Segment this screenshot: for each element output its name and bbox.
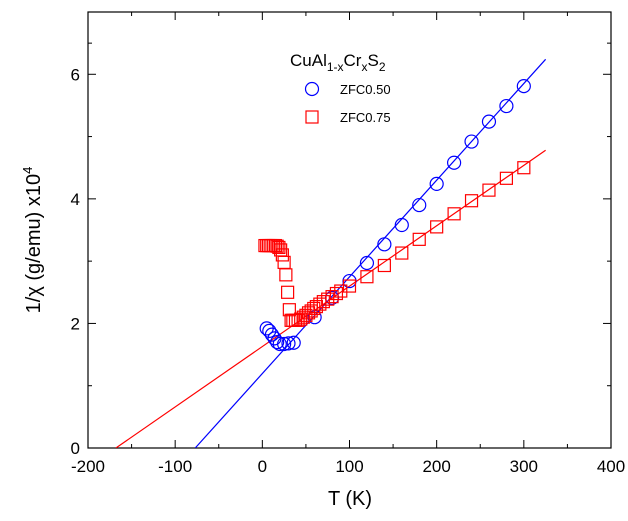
legend-title-sub: 1-x [327,60,344,74]
legend-label: ZFC0.50 [340,82,391,97]
data-point [270,335,285,350]
data-point [299,308,313,322]
data-point [430,220,444,234]
data-point [270,239,284,253]
data-point [286,335,301,350]
data-point [279,268,293,282]
data-point [304,304,318,318]
x-tick-label: 0 [258,457,267,476]
data-point [309,300,323,314]
data-point [499,171,513,185]
fit-line [194,58,547,448]
data-point [262,323,277,339]
data-point [447,207,461,221]
data-point [516,79,531,94]
legend-marker [304,81,320,97]
data-point [447,155,462,170]
data-point [481,114,497,129]
legend-marker [305,110,319,124]
x-tick-label: 100 [335,457,363,476]
plot-frame [87,11,612,449]
data-point [429,176,444,192]
data-point [316,295,330,309]
x-tick-label: 200 [422,457,450,476]
data-point [272,336,287,352]
y-tick-label: 2 [71,314,80,333]
data-point [268,238,283,253]
legend-title-part: Cr [344,51,362,70]
legend-title-part: S [367,51,378,70]
data-point [499,98,514,114]
data-point [272,240,286,255]
data-point [277,336,292,352]
data-point [395,246,409,260]
data-point [291,313,305,327]
legend-label: ZFC0.75 [340,110,391,125]
data-point [275,248,289,262]
data-point [482,183,496,197]
y-axis-label-sup: 4 [20,167,35,174]
data-point [334,284,348,298]
x-axis-label: T (K) [328,488,372,510]
y-tick-label: 0 [71,439,80,458]
y-tick-label: 6 [71,65,80,84]
data-point [377,237,392,252]
x-tick-label: 400 [597,457,625,476]
data-point [329,286,344,301]
y-tick-label: 4 [71,190,80,209]
legend-title: CuAl1-xCrxS2 [290,51,386,74]
legend-title-sub: 2 [379,60,386,74]
data-point [360,270,374,284]
data-point [342,279,357,293]
data-point [359,255,375,271]
data-point [464,194,479,208]
data-point [412,232,426,246]
data-point [313,297,327,311]
data-point [264,327,280,342]
data-point [412,197,427,213]
data-point [377,258,391,273]
data-point [394,217,409,233]
x-tick-label: 300 [510,457,538,476]
y-axis-label: 1/χ (g/emu) x104 [20,167,45,314]
data-point [517,161,531,175]
legend-title-part: CuAl [290,51,327,70]
x-tick-label: -200 [71,457,105,476]
data-point [281,285,295,299]
y-axis-label-main: 1/χ (g/emu) x10 [23,174,45,313]
legend-title-sub: x [361,60,367,74]
data-point [281,336,296,351]
x-tick-label: -100 [158,457,192,476]
data-point [464,134,479,149]
